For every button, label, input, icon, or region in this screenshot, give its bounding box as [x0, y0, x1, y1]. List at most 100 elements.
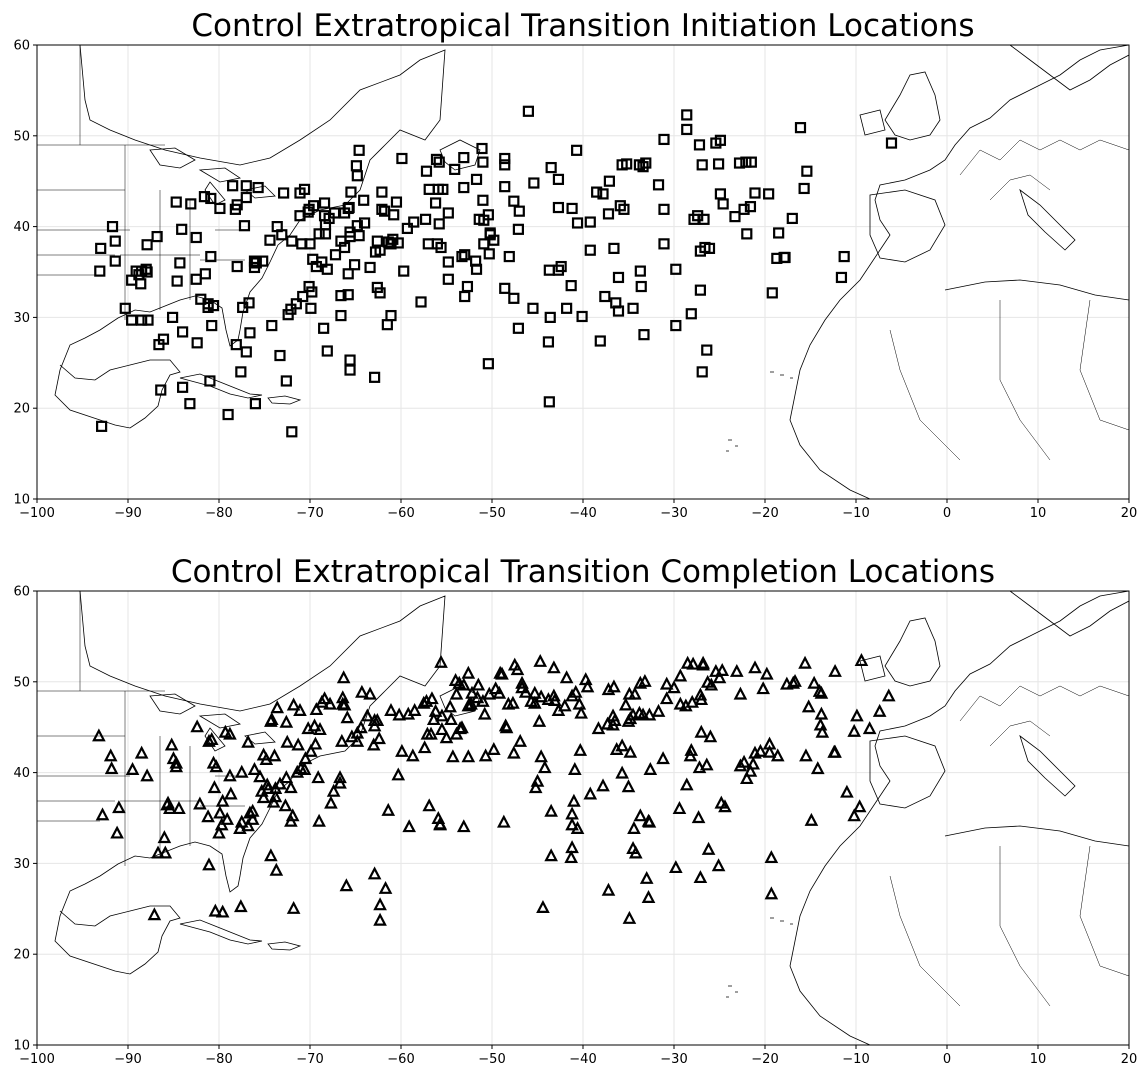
initiation-point — [235, 366, 247, 378]
initiation-point — [141, 239, 153, 251]
initiation-point — [584, 244, 596, 256]
initiation-point — [204, 375, 216, 387]
completion-point — [813, 717, 828, 731]
initiation-point — [603, 175, 615, 187]
completion-point — [367, 866, 382, 880]
completion-point — [213, 805, 227, 819]
initiation-point — [95, 242, 107, 254]
completion-point — [804, 812, 819, 826]
initiation-point — [658, 203, 670, 215]
completion-point — [621, 779, 636, 793]
initiation-point — [318, 322, 330, 334]
initiation-point — [552, 173, 565, 185]
completion-point — [372, 731, 386, 745]
initiation-point — [470, 173, 483, 185]
initiation-point — [109, 255, 121, 267]
completion-point — [395, 743, 409, 757]
completion-point — [345, 729, 359, 743]
initiation-point — [398, 265, 410, 277]
initiation-point — [470, 255, 482, 267]
completion-point — [847, 723, 862, 737]
mediterranean-coast — [944, 279, 1129, 301]
completion-point — [336, 670, 351, 684]
initiation-point — [433, 156, 445, 168]
completion-point — [326, 783, 341, 797]
italy — [1019, 734, 1076, 797]
initiation-point — [584, 216, 596, 228]
completion-point — [241, 818, 255, 832]
initiation-point — [280, 375, 292, 387]
initiation-point — [512, 223, 524, 235]
completion-point — [541, 692, 556, 706]
initiation-point — [599, 290, 611, 303]
completion-point — [580, 679, 595, 693]
initiation-point — [238, 220, 251, 232]
x-tick-label: −80 — [205, 1052, 232, 1067]
y-tick-label: 10 — [13, 1039, 30, 1054]
completion-point — [641, 890, 656, 904]
completion-point — [169, 759, 184, 773]
completion-point — [286, 697, 301, 711]
initiation-point — [130, 265, 142, 277]
initiation-point — [248, 255, 261, 267]
completion-point — [140, 768, 154, 782]
initiation-point — [185, 198, 197, 210]
completion-point — [712, 670, 727, 684]
initiation-point — [351, 170, 363, 182]
completion-point — [264, 848, 278, 862]
completion-point — [583, 786, 598, 800]
x-tick-label: −100 — [19, 1052, 55, 1067]
completion-point — [643, 762, 658, 775]
x-tick-label: −50 — [478, 1052, 505, 1067]
initiation-point — [717, 198, 729, 210]
initiation-point — [303, 203, 315, 215]
completion-point — [212, 825, 226, 839]
completion-point — [280, 734, 295, 748]
completion-point — [444, 712, 458, 726]
initiation-point — [703, 242, 716, 254]
completion-point — [297, 762, 312, 775]
initiation-point — [94, 265, 106, 277]
completion-point — [304, 743, 318, 757]
completion-point — [642, 814, 657, 828]
completion-point — [642, 707, 657, 721]
scandinavia — [1009, 591, 1129, 637]
completion-point — [615, 738, 629, 752]
completion-point — [544, 848, 558, 862]
initiation-point — [640, 157, 652, 169]
initiation-point — [565, 280, 577, 292]
completion-point — [201, 809, 215, 823]
initiation-point — [321, 263, 333, 275]
completion-point — [547, 693, 562, 706]
initiation-point — [318, 210, 331, 222]
completion-point — [737, 754, 751, 768]
completion-point — [567, 762, 582, 775]
initiation-point — [171, 275, 183, 287]
completion-point — [607, 679, 621, 693]
completion-point — [207, 780, 222, 794]
initiation-point — [153, 339, 165, 351]
initiation-point — [442, 256, 454, 268]
completion-point — [565, 688, 579, 702]
completion-point — [147, 907, 162, 921]
initiation-point — [369, 371, 381, 383]
completion-point — [425, 691, 439, 705]
initiation-point — [408, 216, 420, 228]
completion-point — [615, 765, 629, 779]
completion-point — [672, 801, 687, 815]
initiation-point — [318, 197, 331, 209]
initiation-point — [205, 192, 217, 205]
initiation-point — [652, 179, 665, 191]
panel-title: Control Extratropical Transition Initiat… — [191, 8, 974, 44]
completion-point — [366, 737, 381, 751]
initiation-point — [499, 152, 511, 165]
completion-point — [718, 799, 732, 813]
initiation-point — [306, 286, 318, 298]
completion-point — [151, 845, 165, 859]
british-isles — [859, 617, 941, 687]
initiation-point — [749, 187, 761, 199]
initiation-point — [353, 144, 365, 156]
initiation-point — [313, 228, 325, 240]
completion-point — [433, 817, 447, 831]
